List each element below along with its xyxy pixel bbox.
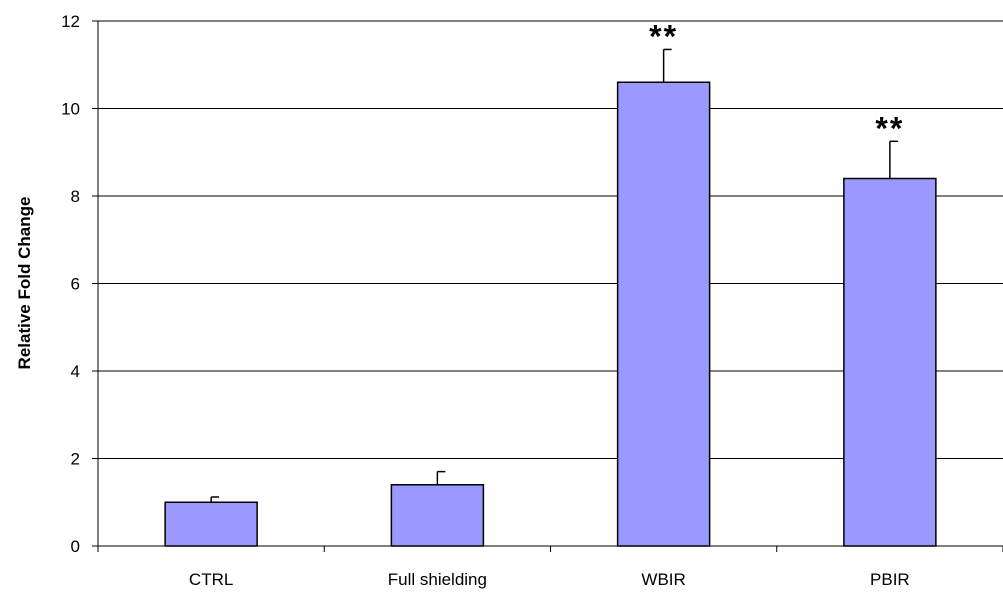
- y-tick-label: 8: [71, 187, 80, 206]
- x-category-label: WBIR: [641, 570, 685, 589]
- axes: [92, 20, 1003, 552]
- y-tick-labels: 0 2 4 6 8 10 12: [61, 12, 80, 556]
- y-tick-label: 12: [61, 12, 80, 31]
- significance-label: **: [875, 110, 904, 146]
- y-tick-label: 0: [71, 537, 80, 556]
- y-tick-label: 2: [71, 450, 80, 469]
- y-tick-label: 4: [71, 362, 80, 381]
- x-category-label: CTRL: [189, 570, 233, 589]
- bar: [390, 484, 485, 547]
- y-axis-title: Relative Fold Change: [15, 197, 34, 370]
- bars: ** **: [164, 18, 937, 547]
- bar: [164, 501, 258, 547]
- bar: [843, 177, 937, 547]
- x-category-label: PBIR: [870, 570, 910, 589]
- y-tick-label: 10: [61, 100, 80, 119]
- bar: [616, 81, 711, 547]
- x-category-label: Full shielding: [388, 570, 487, 589]
- significance-label: **: [649, 18, 678, 54]
- x-category-labels: CTRL Full shielding WBIR PBIR: [189, 570, 910, 589]
- y-tick-label: 6: [71, 275, 80, 294]
